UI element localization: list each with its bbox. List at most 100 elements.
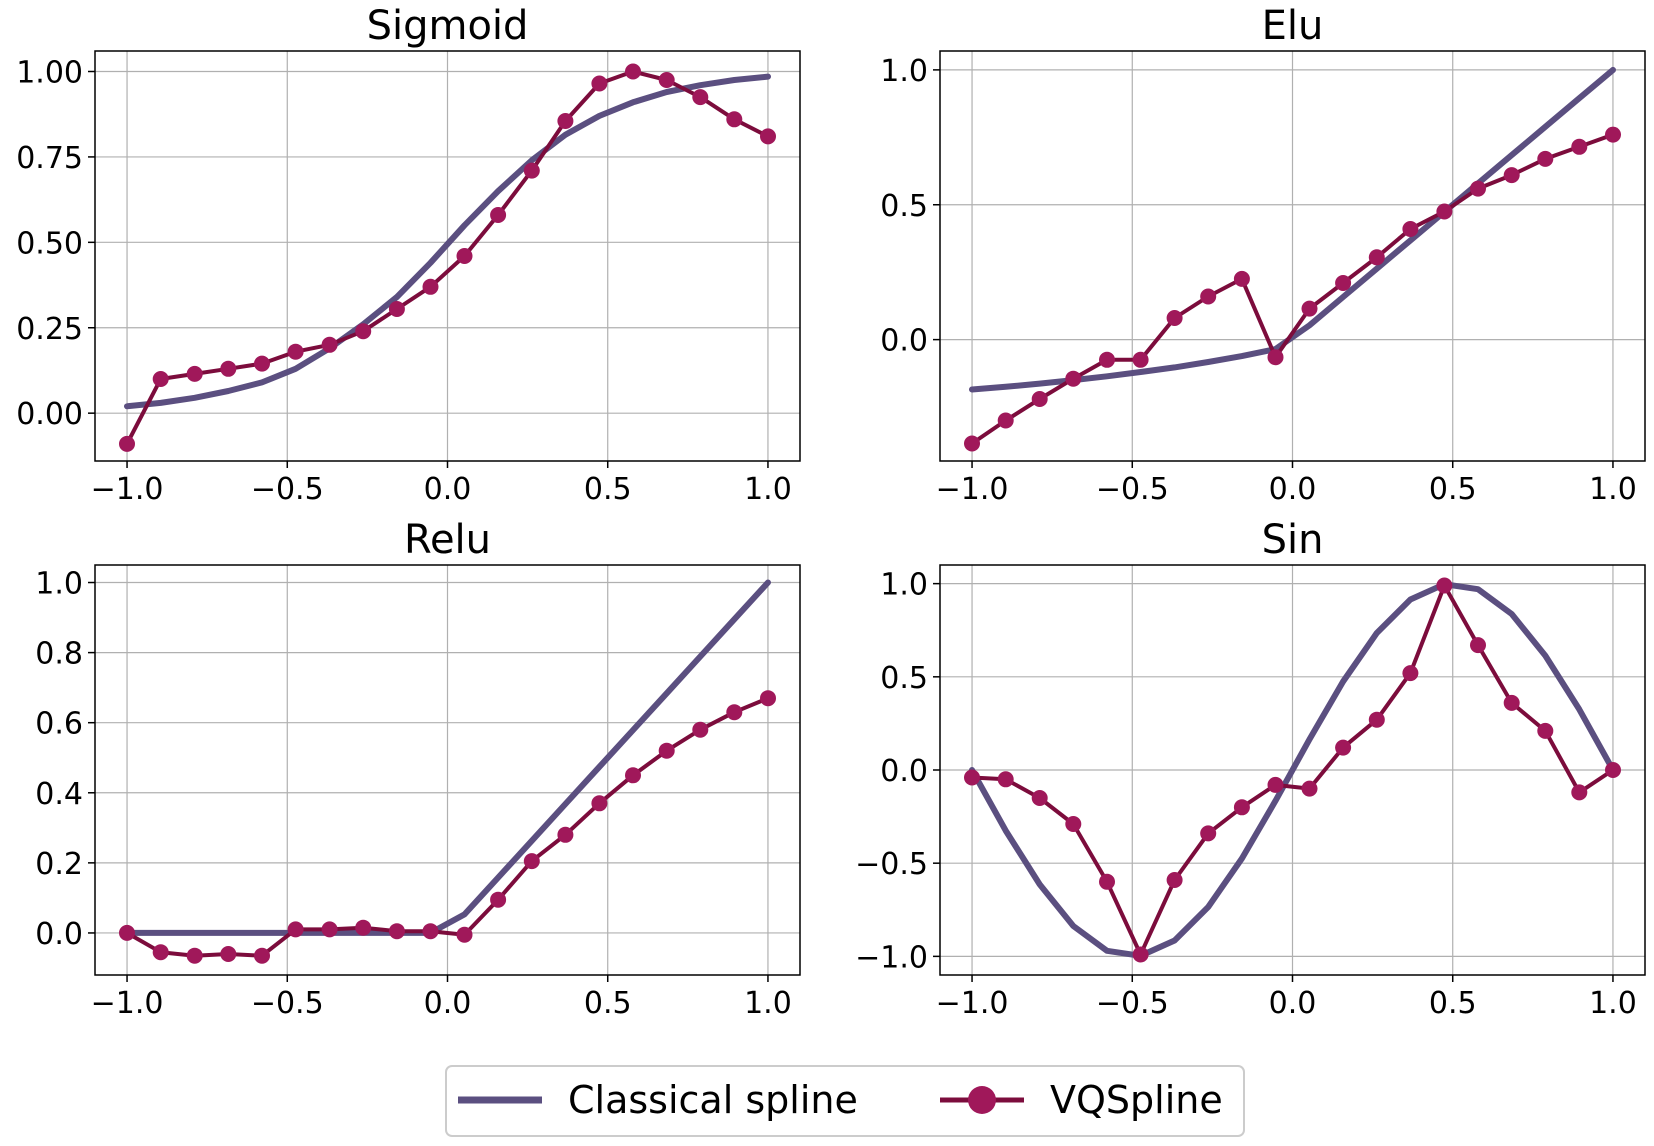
vqspline-point	[591, 75, 608, 92]
chart-panels: −1.0 −0.5 0.0 0.5 1.0 0.00 0.25 0.50 0.75 1.00 Sig…	[16, 3, 1646, 1021]
vqspline-point	[1301, 780, 1318, 797]
legend-classical-label: Classical spline	[568, 1078, 858, 1122]
vqspline-point	[1605, 762, 1621, 778]
vqspline-point	[1436, 203, 1453, 220]
y-tick-label: 0.4	[35, 777, 83, 812]
vqspline-point	[388, 923, 405, 940]
vqspline-point	[1200, 288, 1217, 305]
y-tick-label: 0.8	[35, 637, 83, 672]
y-tick-label: 0.75	[16, 141, 83, 176]
vqspline-point	[1571, 138, 1588, 155]
vqspline-point	[1335, 275, 1352, 291]
vqspline-point	[557, 113, 574, 129]
vqspline-point	[1537, 722, 1554, 739]
x-tick-label: 0.5	[584, 472, 632, 507]
panel-elu: −1.0 −0.5 0.0 0.5 1.0 0.0 0.5 1.0 Elu	[880, 3, 1646, 507]
series-classical-spline-line	[969, 581, 1616, 959]
vqspline-point	[254, 947, 270, 964]
panel-sin: −1.0 −0.5 0.0 0.5 1.0 −1.0 −0.5 0.0 0.5 1.0 Sin	[855, 517, 1646, 1021]
vqspline-point	[388, 301, 405, 317]
panel-title: Elu	[1262, 3, 1324, 49]
x-tick-label: −0.5	[251, 986, 324, 1021]
vqspline-point	[1436, 577, 1453, 594]
y-tick-label: 0.50	[16, 226, 83, 261]
legend-frame	[445, 1065, 1245, 1137]
vqspline-point	[119, 924, 135, 941]
vqspline-point	[1200, 825, 1217, 842]
vqspline-point	[523, 162, 540, 179]
vqspline-point	[1503, 694, 1520, 711]
panel-relu: −1.0 −0.5 0.0 0.5 1.0 0.0 0.2 0.4 0.6 0.8 1.0 Relu	[35, 517, 801, 1021]
vqspline-point	[1166, 872, 1183, 888]
vqspline-point	[964, 769, 980, 786]
y-tick-label: 1.0	[880, 54, 928, 89]
y-tick-label: 0.0	[880, 324, 928, 359]
vqspline-point	[692, 89, 709, 106]
x-tick-label: 0.0	[1269, 472, 1317, 507]
vqspline-point	[760, 128, 776, 145]
vqspline-point	[490, 207, 507, 223]
vqspline-point	[726, 704, 743, 721]
vqspline-point	[321, 921, 338, 938]
vqspline-point	[422, 278, 439, 295]
y-tick-label: 1.0	[35, 567, 83, 602]
panel-title: Sigmoid	[367, 3, 529, 49]
vqspline-point	[1233, 270, 1250, 287]
x-tick-label: −0.5	[1096, 986, 1169, 1021]
vqspline-point	[692, 721, 709, 738]
x-tick-label: 0.5	[584, 986, 632, 1021]
x-tick-label: −1.0	[936, 986, 1009, 1021]
legend-vqspline-marker	[968, 1086, 996, 1114]
vqspline-point	[422, 923, 439, 940]
x-tick-label: −1.0	[936, 472, 1009, 507]
vqspline-point	[523, 853, 540, 870]
y-tick-label: 0.6	[35, 707, 83, 742]
vqspline-point	[321, 336, 338, 353]
x-tick-label: 0.0	[1269, 986, 1317, 1021]
legend: Classical spline VQSpline	[445, 1065, 1245, 1137]
x-tick-label: −1.0	[91, 986, 164, 1021]
y-tick-label: 0.00	[16, 397, 83, 432]
vqspline-point	[355, 919, 372, 936]
y-tick-label: 0.5	[880, 661, 928, 696]
vqspline-point	[1099, 351, 1115, 368]
vqspline-point	[186, 365, 203, 382]
series-vqspline-line	[971, 583, 1615, 957]
x-tick-label: −0.5	[251, 472, 324, 507]
vqspline-point	[1166, 310, 1183, 326]
legend-vqspline-label: VQSpline	[1050, 1078, 1223, 1122]
x-tick-label: 0.5	[1429, 986, 1477, 1021]
vqspline-point	[557, 826, 574, 843]
vqspline-point	[152, 944, 169, 961]
x-tick-label: 1.0	[744, 986, 792, 1021]
y-tick-label: 1.00	[16, 56, 83, 91]
vqspline-point	[1368, 249, 1385, 266]
y-tick-label: 0.25	[16, 312, 83, 347]
panel-title: Relu	[404, 517, 491, 563]
panel-title: Sin	[1262, 517, 1324, 563]
vqspline-point	[490, 891, 507, 908]
vqspline-point	[287, 343, 304, 360]
vqspline-point	[997, 771, 1014, 788]
x-tick-label: 0.5	[1429, 472, 1477, 507]
vqspline-point	[1099, 873, 1115, 890]
vqspline-point	[1301, 300, 1318, 317]
vqspline-point	[1335, 739, 1352, 756]
vqspline-point	[625, 63, 641, 80]
vqspline-point	[1402, 665, 1419, 682]
y-tick-label: −0.5	[855, 847, 928, 882]
vqspline-point	[1605, 126, 1621, 143]
x-tick-label: 1.0	[744, 472, 792, 507]
vqspline-point	[964, 435, 980, 452]
vqspline-point	[186, 947, 203, 964]
vqspline-point	[119, 435, 135, 452]
vqspline-point	[1233, 799, 1250, 816]
vqspline-point	[456, 248, 473, 264]
vqspline-point	[220, 360, 237, 377]
vqspline-point	[220, 946, 237, 962]
x-tick-label: −1.0	[91, 472, 164, 507]
vqspline-point	[1470, 180, 1486, 197]
panel-sigmoid: −1.0 −0.5 0.0 0.5 1.0 0.00 0.25 0.50 0.75 1.00 Sig…	[16, 3, 801, 507]
vqspline-point	[1368, 711, 1385, 728]
vqspline-point	[1065, 370, 1082, 387]
